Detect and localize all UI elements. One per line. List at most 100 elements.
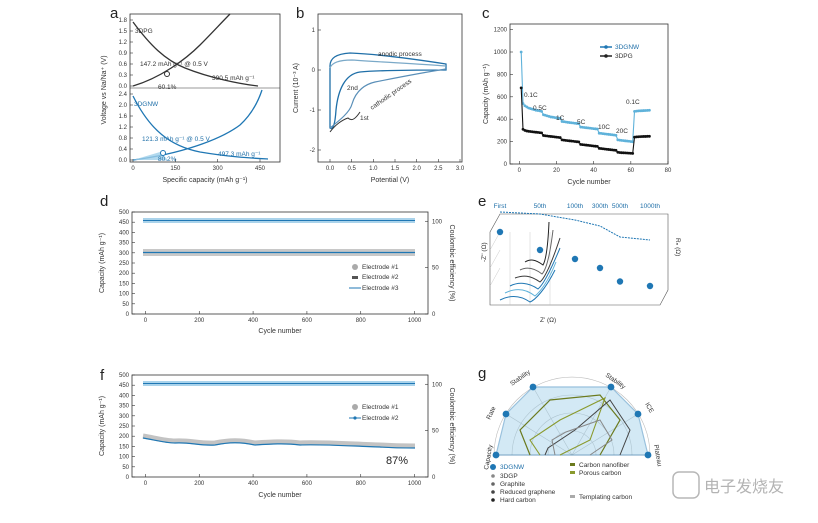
f-xtick-label: 400 — [248, 481, 259, 487]
e-cycle-label: 500th — [612, 203, 629, 210]
e-cycle-label: 100th — [567, 203, 584, 210]
b-cv-cycle-1 — [329, 52, 447, 130]
a-3dpg-note2: 390.5 mAh g⁻¹ — [212, 75, 255, 82]
c-point-3dgnw — [577, 122, 581, 126]
b-peak2-label: 1st — [360, 115, 369, 122]
a-3dgnw-note1: 121.3 mAh g⁻¹ @ 0.5 V — [142, 136, 211, 143]
panel-d-y2label: Coulombic efficiency (%) — [448, 225, 455, 302]
a-3dpg-note1: 147.2 mAh g⁻¹ @ 0.5 V — [140, 61, 209, 68]
a-bot-ytick-label: 2.4 — [119, 92, 128, 98]
panel-c-series — [519, 50, 651, 155]
g-axis-capacity: Capacity — [483, 443, 494, 470]
a-xtick-label: 450 — [255, 166, 266, 172]
e-grid — [489, 231, 551, 305]
c-xtick-label: 40 — [590, 168, 597, 174]
b-cv-cycle-2 — [329, 59, 447, 69]
panel-letter-f: f — [100, 367, 105, 384]
a-top-ytick-label: 1.5 — [119, 29, 128, 35]
panel-d: d 0 200 400 600 800 1000 05010015020025030035… — [99, 193, 455, 335]
d-ytick-label: 500 — [119, 210, 130, 216]
b-ytick-label: -2 — [310, 148, 316, 154]
a-top-ytick-label: 1.8 — [119, 18, 128, 24]
panel-c-ylabel: Capacity (mAh g⁻¹) — [483, 64, 490, 124]
c-ytick-label: 1000 — [494, 50, 508, 56]
watermark-text: 电子发烧友 — [704, 477, 784, 496]
a-3dgnw-charge-curve — [132, 89, 263, 161]
g-3dgnw-point — [644, 451, 652, 459]
b-ytick-label: 1 — [312, 28, 316, 34]
e-nyquist-curves — [499, 221, 561, 303]
f-ytick-label: 150 — [119, 444, 130, 450]
a-top-ytick-label: 0.3 — [119, 73, 128, 79]
e-rct-point — [596, 264, 604, 272]
d-xtick-label: 400 — [248, 318, 259, 324]
c-xtick-label: 80 — [665, 168, 672, 174]
panel-letter-c: c — [482, 5, 490, 22]
panel-d-ylabel: Capacity (mAh g⁻¹) — [99, 233, 106, 293]
g-3dgnw-point — [607, 383, 615, 391]
e-rct-point — [496, 228, 504, 236]
e-ylabel: -Z'' (Ω) — [481, 242, 488, 262]
panel-f-y2ticks: 0 50 100 — [425, 382, 443, 481]
d-legend-e2-marker — [352, 276, 358, 279]
c-xtick-label: 60 — [627, 168, 634, 174]
panel-a-yticks-bottom: 0.0 0.4 0.8 1.2 1.6 2.0 2.4 — [119, 92, 133, 164]
g-porous-carbon-line — [529, 396, 606, 456]
c-ytick-label: 600 — [497, 95, 508, 101]
panel-d-frame — [131, 211, 429, 315]
panel-b-yticks: 1 0 -1 -2 — [310, 28, 321, 154]
panel-d-y2ticks: 0 50 100 — [425, 219, 443, 318]
panel-a-xlabel: Specific capacity (mAh g⁻¹) — [163, 177, 248, 184]
c-point-3dpg — [558, 136, 562, 139]
c-point-3dpg — [648, 134, 651, 138]
f-ytick-label: 500 — [119, 373, 130, 379]
c-point-3dgnw — [558, 116, 562, 120]
b-ytick-label: 0 — [312, 68, 316, 74]
d-y2tick-label: 0 — [432, 312, 436, 318]
g-legend-templating-carbon: Templating carbon — [579, 494, 632, 501]
e-cycle-labels: First 50th 100th 300th 500th 1000th — [494, 203, 661, 210]
c-point-3dgnw — [614, 133, 618, 137]
watermark: 电子发烧友 — [672, 471, 784, 499]
d-ytick-label: 300 — [119, 251, 130, 257]
a-3dpg-label: 3DPG — [135, 28, 153, 35]
d-ytick-label: 350 — [119, 241, 130, 247]
g-3dgnw-points — [492, 383, 652, 459]
panel-b-frame — [317, 13, 463, 163]
c-rate-5c: 5C — [577, 119, 586, 126]
a-bot-ytick-label: 0.8 — [119, 136, 128, 142]
f-ytick-label: 0 — [126, 475, 130, 481]
e-xlabel: Z' (Ω) — [540, 317, 556, 324]
panel-a: a 0.0 0.3 0.6 0.9 1.2 1.5 1.8 0.0 0.4 0.8 1.2 1.6 2… — [101, 5, 281, 184]
a-top-ytick-label: 0.6 — [119, 62, 128, 68]
c-point-3dpg — [519, 86, 523, 90]
panel-b-xticks: 0.0 0.5 1.0 1.5 2.0 2.5 3.0 — [326, 159, 465, 172]
g-legend-3dgp-marker — [491, 474, 495, 478]
panel-b-xlabel: Potential (V) — [371, 177, 410, 184]
e-rct-trend-line — [499, 211, 651, 241]
d-legend-e3: Electrode #3 — [362, 285, 399, 292]
a-top-ytick-label: 0.0 — [119, 84, 128, 90]
panel-f-xticks: 0 200 400 600 800 1000 — [144, 474, 422, 487]
watermark-logo-icon — [672, 471, 700, 499]
d-ytick-label: 100 — [119, 292, 130, 298]
g-legend-3dgnw-marker — [490, 464, 496, 470]
c-rate-1c: 1C — [556, 115, 565, 122]
a-bot-ytick-label: 1.6 — [119, 114, 128, 120]
c-legend-3dpg-marker — [604, 54, 608, 58]
d-xtick-label: 200 — [194, 318, 205, 324]
g-graphite-line — [551, 419, 613, 456]
f-xtick-label: 600 — [302, 481, 313, 487]
f-capacity-band — [142, 433, 416, 449]
b-xtick-label: 1.5 — [391, 166, 400, 172]
d-ytick-label: 450 — [119, 220, 130, 226]
g-radar-grid — [493, 376, 651, 456]
b-xtick-label: 2.5 — [434, 166, 443, 172]
panel-c-yticks: 0 200 400 600 800 1000 1200 — [494, 28, 513, 168]
g-legend-hard-carbon-marker — [491, 498, 495, 502]
d-legend-e1: Electrode #1 — [362, 264, 399, 271]
f-xtick-label: 800 — [356, 481, 367, 487]
d-ytick-label: 400 — [119, 230, 130, 236]
g-legend-hard-carbon: Hard carbon — [500, 497, 536, 504]
